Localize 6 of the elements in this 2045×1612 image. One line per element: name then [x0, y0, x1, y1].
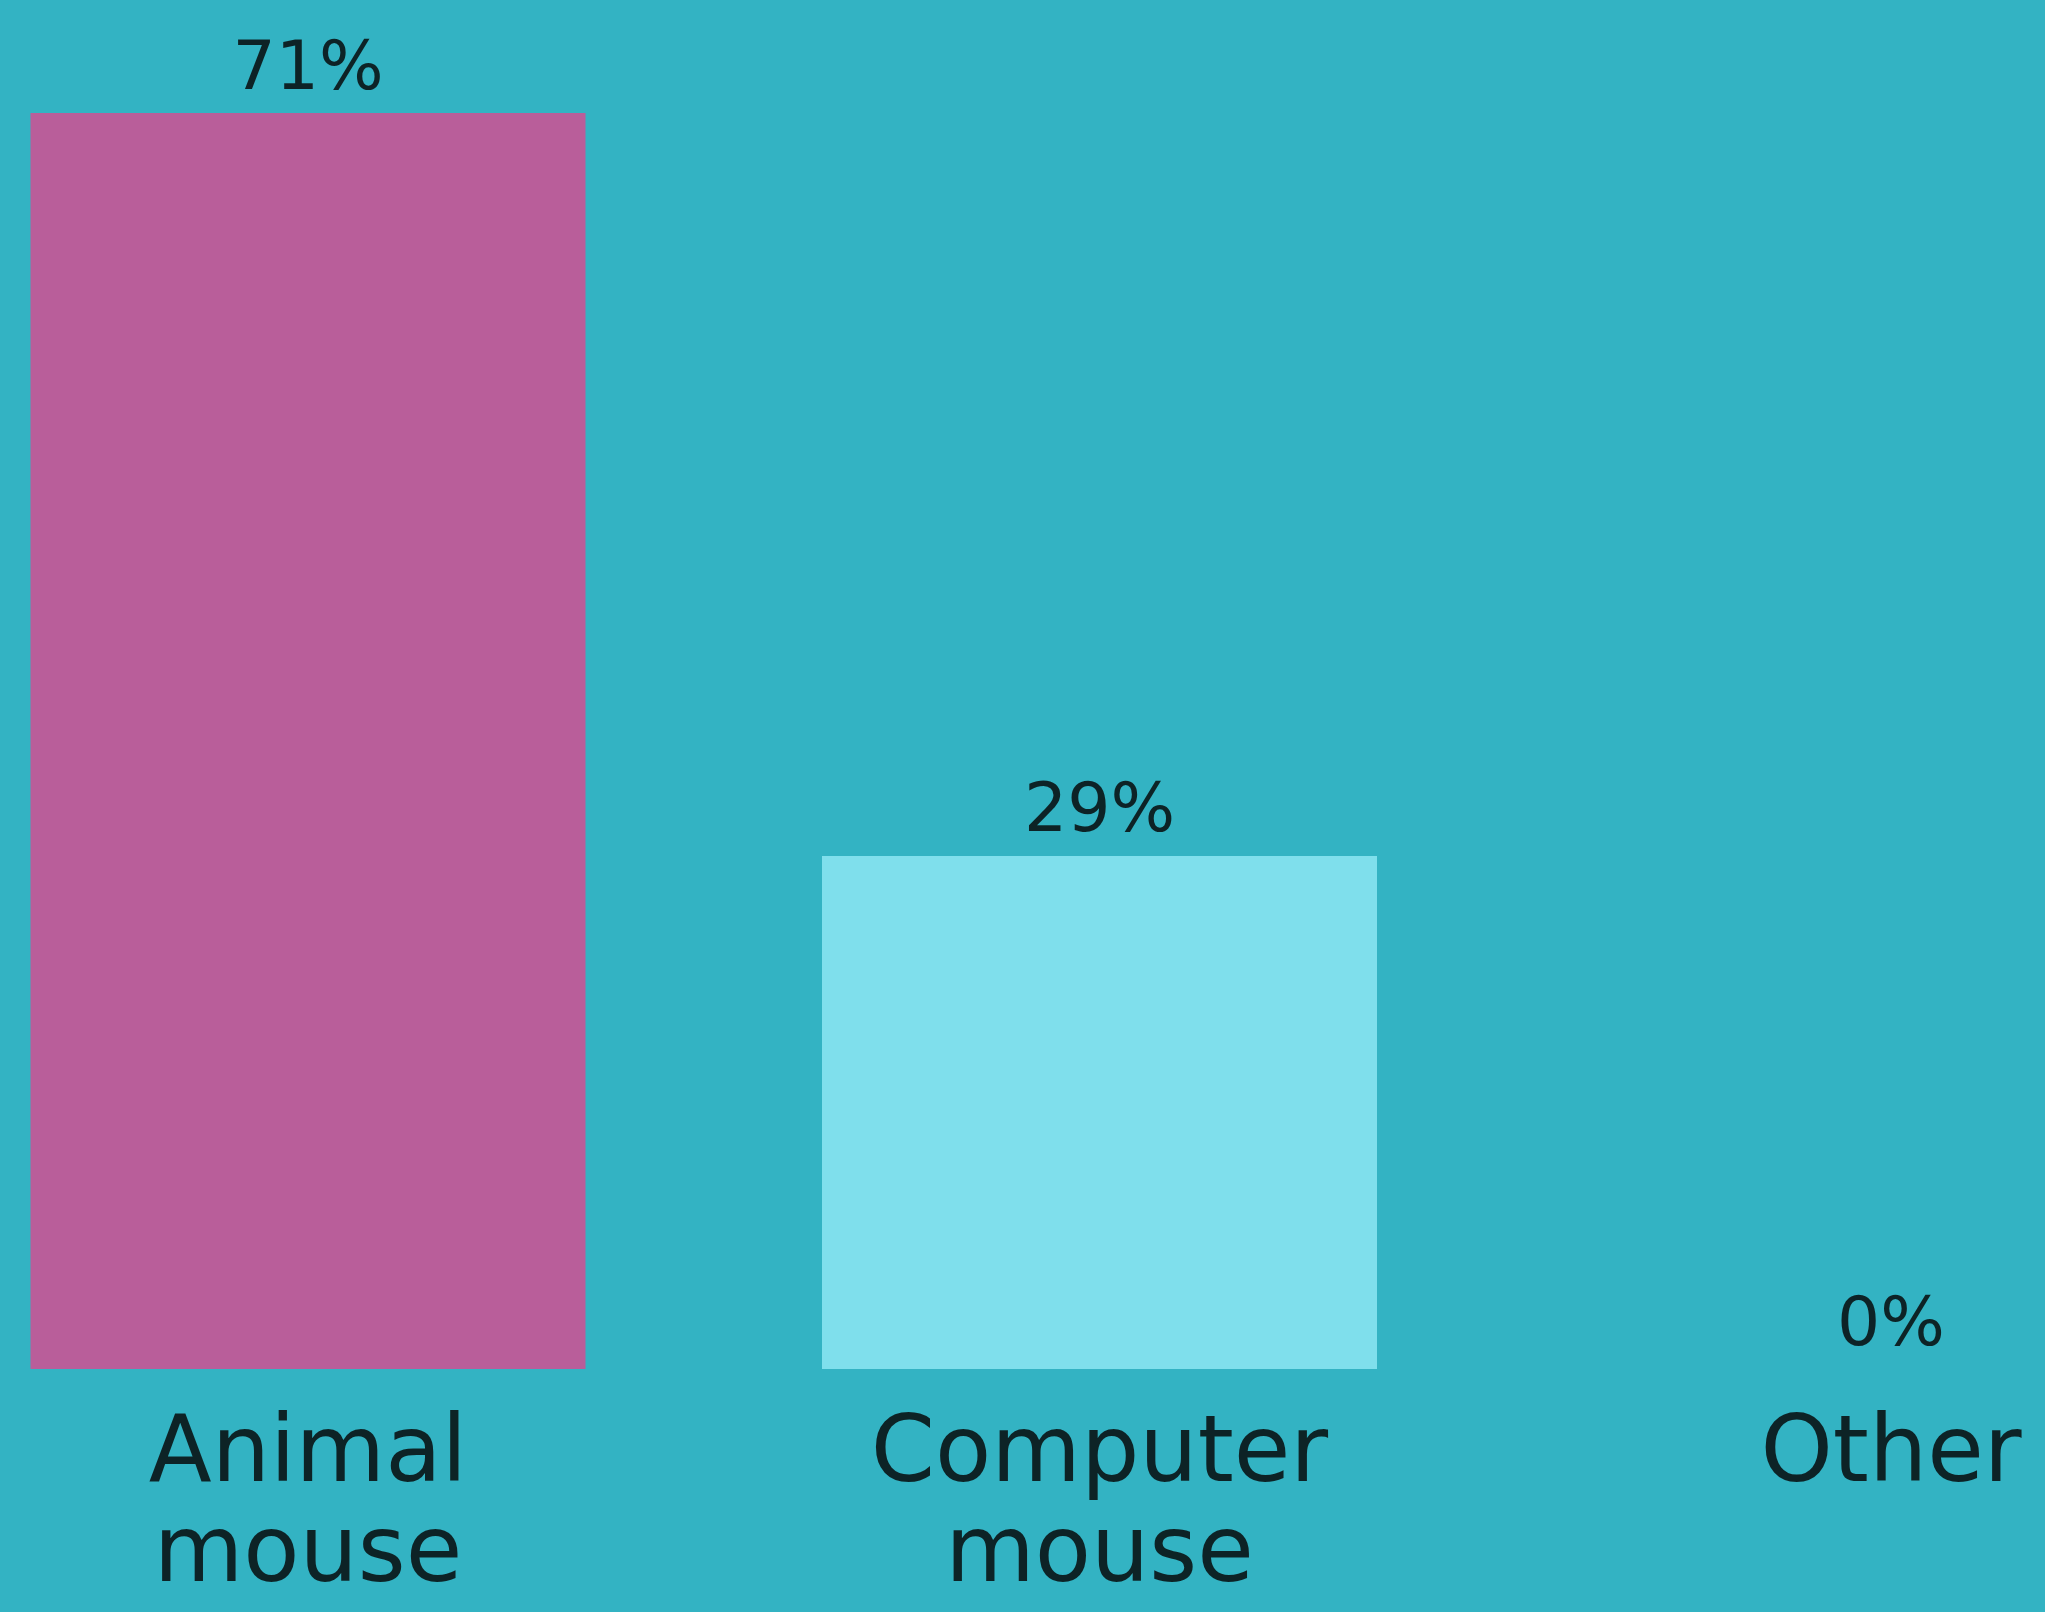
data-label: 71%: [232, 25, 384, 105]
x-tick-label: Computer mouse: [870, 1395, 1329, 1603]
data-label: 29%: [1023, 768, 1176, 848]
data-label: 0%: [1837, 1281, 1945, 1361]
x-tick-label: Animal mouse: [148, 1395, 468, 1603]
x-tick-label: Other: [1760, 1395, 2022, 1503]
